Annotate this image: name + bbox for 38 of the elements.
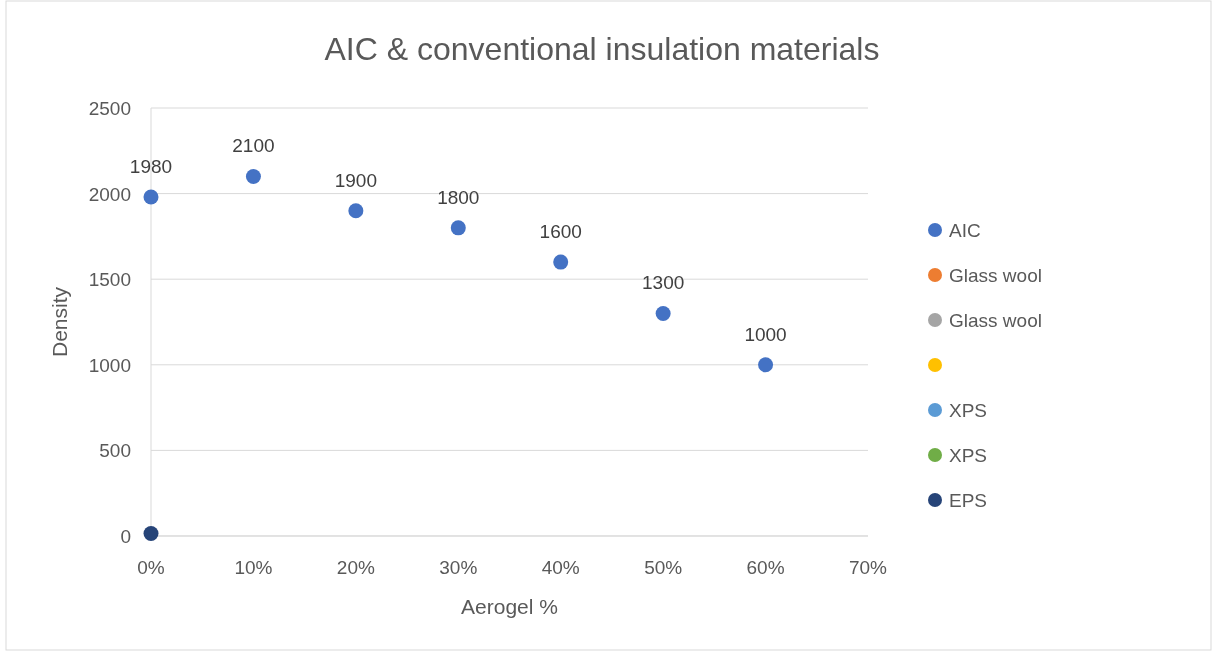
x-tick-label: 0% [137, 557, 165, 578]
y-tick-label: 1000 [88, 354, 131, 376]
legend-label: Glass wool [949, 310, 1042, 331]
point [143, 189, 159, 205]
legend-label: Glass wool [949, 265, 1042, 286]
point [655, 305, 671, 321]
x-tick-label: 10% [234, 557, 273, 578]
data-label: 1800 [437, 186, 480, 208]
legend-label: EPS [949, 490, 988, 511]
data-label: 1980 [129, 156, 173, 178]
point [450, 220, 466, 236]
x-axis-title: Aerogel % [461, 595, 558, 618]
point [348, 203, 364, 219]
y-tick-label: 1500 [88, 269, 131, 291]
legend-label: AIC [949, 220, 981, 241]
x-tick-label: 60% [746, 557, 785, 578]
y-tick-label: 500 [99, 440, 131, 462]
x-tick-label: 70% [848, 557, 888, 578]
data-label: 1000 [744, 323, 787, 345]
y-tick-label: 0 [120, 526, 131, 547]
data-label: 2100 [232, 135, 275, 157]
point [553, 254, 569, 270]
y-axis-title: Density [48, 286, 71, 358]
chart-title: AIC & conventional insulation materials [324, 31, 880, 67]
x-tick-label: 20% [336, 557, 375, 578]
point [758, 357, 774, 373]
data-label: 1600 [539, 221, 582, 243]
y-tick-label: 2500 [88, 98, 131, 119]
x-tick-label: 50% [644, 557, 683, 578]
point [143, 525, 159, 541]
legend-label: XPS [949, 400, 988, 421]
data-label: 1300 [642, 272, 685, 294]
legend-label: XPS [949, 445, 988, 466]
x-tick-label: 30% [439, 557, 478, 578]
y-tick-label: 2000 [88, 183, 131, 205]
point [245, 168, 261, 184]
data-label: 1900 [334, 169, 377, 191]
x-tick-label: 40% [541, 557, 580, 578]
